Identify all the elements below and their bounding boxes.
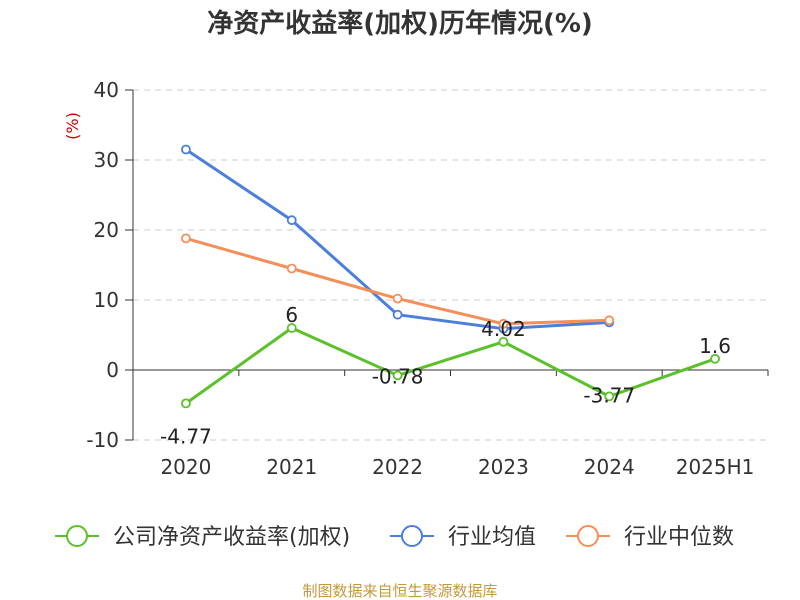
chart-title: 净资产收益率(加权)历年情况(%) <box>207 8 593 39</box>
legend-label: 公司净资产收益率(加权) <box>113 525 350 550</box>
legend-label: 行业中位数 <box>624 525 734 550</box>
x-tick-label: 2024 <box>584 455 635 479</box>
y-axis-unit: (%) <box>63 112 82 140</box>
data-point <box>710 353 720 364</box>
y-tick-label: 0 <box>106 358 119 382</box>
data-point <box>181 233 191 244</box>
data-label: -4.77 <box>160 424 212 448</box>
series-line-0 <box>185 326 716 405</box>
data-point <box>286 323 297 333</box>
x-tick-label: 2025H1 <box>676 455 755 479</box>
data-point <box>604 391 615 402</box>
data-point <box>392 293 403 304</box>
data-point <box>498 318 509 329</box>
legend-marker <box>66 525 88 547</box>
data-label: 6 <box>285 303 298 327</box>
data-point <box>286 215 297 226</box>
y-tick-label: -10 <box>86 428 119 452</box>
data-point <box>604 315 615 326</box>
data-point <box>392 309 403 320</box>
data-point <box>181 398 191 409</box>
data-label: -0.78 <box>372 364 424 388</box>
x-tick-label: 2020 <box>160 455 211 479</box>
data-point <box>498 336 509 347</box>
x-tick-label: 2022 <box>372 455 423 479</box>
y-tick-label: 40 <box>94 78 119 102</box>
y-tick-label: 30 <box>94 148 119 172</box>
legend-marker <box>577 525 599 547</box>
legend-label: 行业均值 <box>448 525 536 550</box>
legend-marker <box>401 525 423 547</box>
y-tick-label: 10 <box>94 288 119 312</box>
x-tick-label: 2021 <box>266 455 317 479</box>
data-point <box>392 370 403 381</box>
data-label: 1.6 <box>699 334 731 358</box>
x-tick-label: 2023 <box>478 455 529 479</box>
data-point <box>286 263 297 274</box>
data-label: 4.02 <box>481 317 526 341</box>
source-note: 制图数据来自恒生聚源数据库 <box>302 582 497 600</box>
data-point <box>181 144 191 155</box>
y-tick-label: 20 <box>94 218 119 242</box>
data-label: -3.77 <box>583 383 635 407</box>
